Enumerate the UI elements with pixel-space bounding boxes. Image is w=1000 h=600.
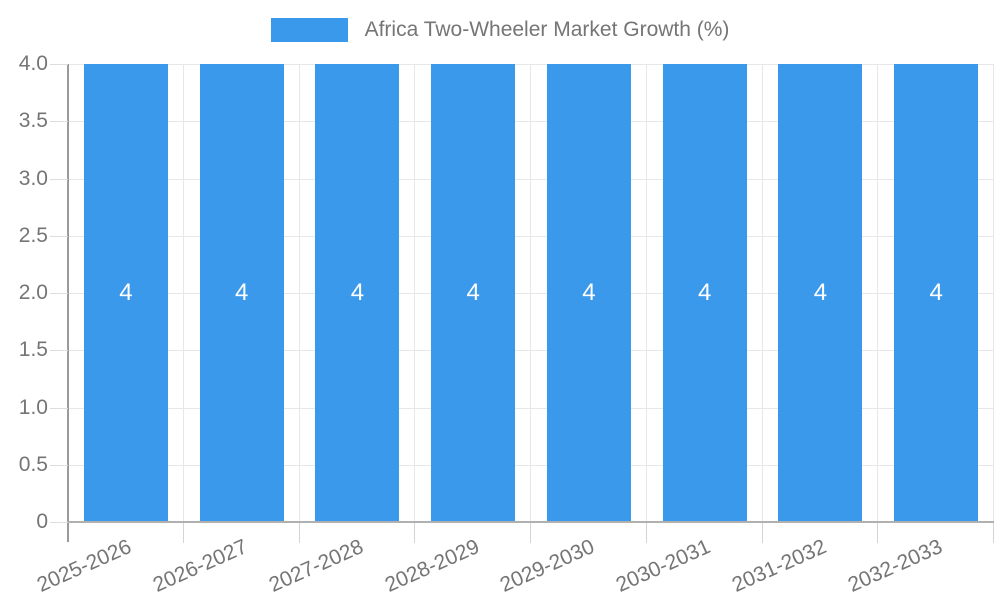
- bar-value-label: 4: [813, 279, 828, 306]
- bar-value-label: 4: [929, 279, 943, 306]
- h-gridline: [68, 64, 994, 65]
- y-tick-label: 1.0: [18, 395, 48, 419]
- h-gridline: [68, 464, 994, 466]
- v-gridline: [414, 64, 416, 522]
- y-tick-mark: [50, 522, 68, 523]
- h-gridline: [68, 121, 994, 123]
- h-gridline: [68, 407, 994, 409]
- bar: 4: [662, 64, 747, 522]
- legend-swatch: [270, 18, 348, 42]
- y-tick-mark: [50, 121, 68, 123]
- y-tick-label: 0.5: [18, 452, 48, 476]
- y-tick-label: 0: [36, 510, 48, 533]
- y-tick-label: 1.5: [18, 338, 48, 362]
- v-gridline: [182, 64, 184, 522]
- v-gridline: [530, 64, 531, 522]
- h-gridline: [68, 350, 994, 352]
- y-tick-mark: [50, 350, 68, 352]
- bar: 4: [778, 64, 863, 522]
- y-tick-mark: [50, 178, 68, 180]
- legend[interactable]: Africa Two-Wheeler Market Growth (%): [0, 18, 1000, 42]
- v-gridline: [877, 64, 879, 522]
- x-tick-mark: [298, 523, 300, 543]
- plot-area: 4 4 4 4 4 4 4 4: [68, 64, 994, 522]
- x-axis-line: [68, 521, 994, 523]
- h-gridline: [68, 178, 994, 180]
- x-tick-label: 2032-2033: [844, 535, 946, 597]
- y-tick-label: 2.0: [18, 281, 48, 304]
- legend-label: Africa Two-Wheeler Market Growth (%): [364, 18, 730, 41]
- v-gridline: [298, 64, 300, 522]
- h-gridline: [68, 293, 994, 294]
- y-tick-mark: [50, 293, 68, 294]
- y-tick-mark: [50, 464, 68, 466]
- x-tick-label: 2026-2027: [149, 535, 251, 597]
- x-tick-label: 2028-2029: [381, 535, 483, 597]
- x-tick-label: 2027-2028: [265, 535, 367, 597]
- x-tick-mark: [414, 523, 416, 543]
- bar: 4: [431, 64, 516, 522]
- bar-value-label: 4: [582, 279, 596, 306]
- h-gridline: [68, 235, 994, 237]
- x-tick-label: 2031-2032: [728, 535, 830, 597]
- y-tick-mark: [50, 235, 68, 237]
- x-tick-mark: [645, 523, 647, 543]
- bar-value-label: 4: [234, 279, 249, 306]
- bar: 4: [83, 64, 168, 522]
- y-tick-label: 3.0: [18, 166, 48, 190]
- bar: 4: [315, 64, 400, 522]
- x-tick-mark: [761, 523, 763, 543]
- v-gridline: [645, 64, 647, 522]
- y-tick-label: 4.0: [18, 52, 48, 75]
- x-tick-mark: [877, 523, 879, 543]
- y-tick-mark: [50, 64, 68, 65]
- x-tick-label: 2029-2030: [497, 535, 599, 597]
- v-gridline: [761, 64, 763, 522]
- bar: 4: [894, 64, 979, 522]
- x-tick-mark: [993, 523, 994, 543]
- x-tick-label: 2025-2026: [34, 535, 136, 597]
- bar-value-label: 4: [697, 279, 712, 306]
- y-axis-line: [67, 64, 69, 542]
- x-tick-label: 2030-2031: [612, 535, 714, 597]
- bar: 4: [199, 64, 284, 522]
- y-tick-label: 3.5: [18, 109, 48, 133]
- bar-value-label: 4: [466, 279, 480, 306]
- bar-value-label: 4: [350, 279, 365, 306]
- v-gridline: [993, 64, 994, 522]
- y-tick-label: 2.5: [18, 223, 48, 247]
- bar: 4: [546, 64, 631, 522]
- x-tick-mark: [530, 523, 531, 543]
- y-tick-mark: [50, 407, 68, 409]
- x-tick-mark: [182, 523, 184, 543]
- bar-value-label: 4: [119, 279, 133, 306]
